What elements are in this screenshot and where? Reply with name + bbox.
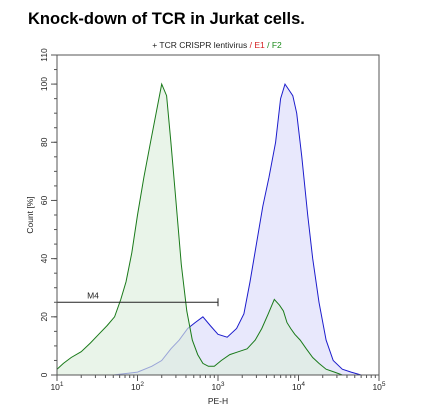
y-axis: 0 20 40 60 80 100 110 <box>39 48 57 377</box>
y-tick-label: 80 <box>39 137 49 147</box>
plot-area: M4 <box>56 82 362 376</box>
x-tick-label: 103 <box>211 381 224 392</box>
y-axis-label: Count [%] <box>25 196 35 233</box>
series-f2-line <box>56 82 352 376</box>
gate-label: M4 <box>87 290 99 300</box>
y-tick-label: 40 <box>39 254 49 264</box>
chart-subtitle: + TCR CRISPR lentivirus / E1 / F2 <box>152 40 282 50</box>
x-axis-label: PE-H <box>208 396 228 406</box>
subtitle-part: / F2 <box>265 40 282 50</box>
x-tick-label: 105 <box>372 381 385 392</box>
y-tick-label: 100 <box>39 77 49 91</box>
y-tick-label: 60 <box>39 195 49 205</box>
y-tick-label: 20 <box>39 312 49 322</box>
x-tick-label: 102 <box>131 381 144 392</box>
x-tick-label: 104 <box>292 381 305 392</box>
page-title: Knock-down of TCR in Jurkat cells. <box>28 10 305 28</box>
x-tick-label: 101 <box>50 381 63 392</box>
y-tick-label: 110 <box>39 48 49 62</box>
x-axis: 101 102 103 104 105 <box>50 375 386 392</box>
subtitle-part: + TCR CRISPR lentivirus <box>152 40 249 50</box>
series-e1-fill <box>57 84 362 375</box>
y-tick-label: 0 <box>39 372 49 377</box>
subtitle-part: / E1 <box>250 40 265 50</box>
